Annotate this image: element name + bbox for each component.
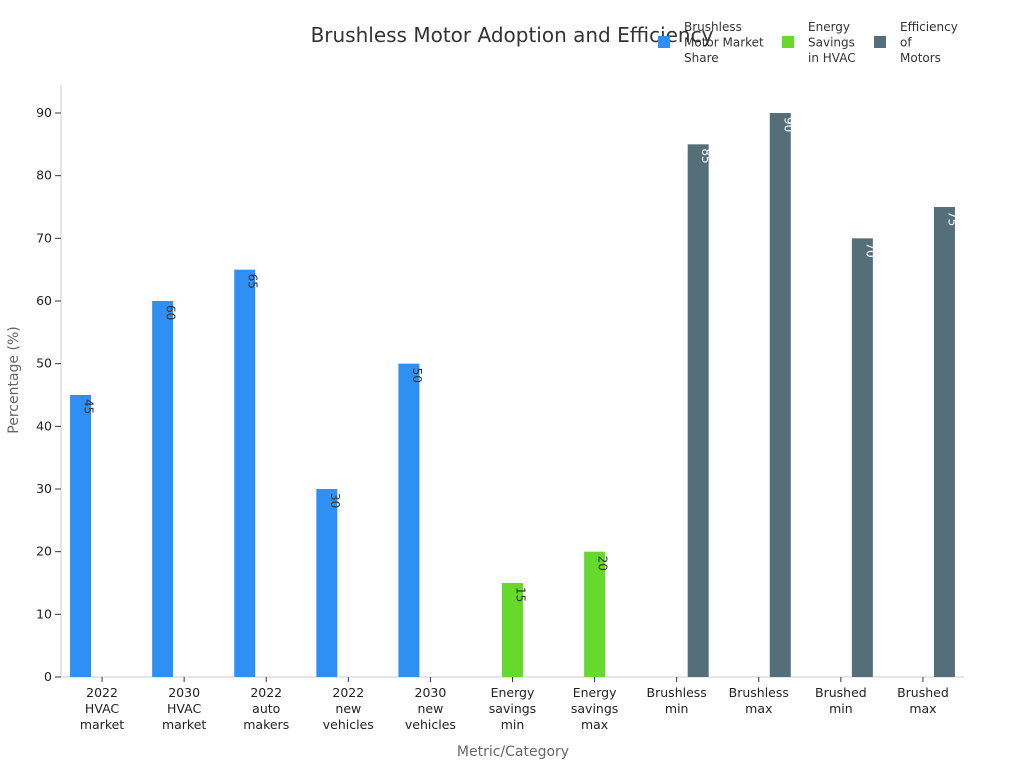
x-axis-label: Metric/Category [457,744,569,760]
y-tick-label: 50 [36,356,52,371]
legend-label: Brushless Motor Market Share [684,20,764,65]
bar-value-label: 70 [863,242,877,257]
bar [502,583,523,677]
x-tick-label: 2022 HVAC market [80,685,124,732]
bar [152,301,174,677]
x-tick-label: Brushed min [815,685,867,716]
x-tick-label: Energy savings min [489,685,536,732]
bar [316,489,338,677]
y-tick-label: 30 [36,481,52,496]
bar-value-label: 20 [596,556,610,571]
x-tick-label: 2022 new vehicles [323,685,374,732]
y-tick-label: 60 [36,293,52,308]
ticks: 0 10 20 30 40 50 60 70 80 90 2022 HVAC market 2030 HVA… [36,105,949,732]
x-tick-label: 2030 HVAC market [162,685,206,732]
x-tick-label: 2022 auto makers [243,685,289,732]
bar [70,395,92,677]
y-tick-label: 70 [36,230,52,245]
y-tick-label: 80 [36,168,52,183]
y-tick-label: 90 [36,105,52,120]
y-tick-label: 0 [44,669,52,684]
bar [933,207,955,677]
y-tick-label: 20 [36,544,52,559]
bar-value-label: 50 [410,368,424,383]
bar-value-label: 30 [328,493,342,508]
y-tick-label: 10 [36,606,52,621]
legend-swatch [874,36,886,48]
bar [687,144,709,678]
x-tick-label: 2030 new vehicles [405,685,456,732]
bar-value-label: 45 [82,399,96,414]
legend-item[interactable]: Brushless Motor Market Share [658,20,764,65]
y-axis-label: Percentage (%) [6,326,22,433]
x-tick-label: Brushed max [897,685,949,716]
bar-value-label: 85 [699,148,713,163]
legend-label: Efficiency of Motors [900,20,958,65]
legend-swatch [658,36,670,48]
legend[interactable]: Brushless Motor Market Share Energy Savings i… [658,20,958,65]
bar-value-label: 65 [246,274,260,289]
x-tick-label: Brushless max [729,685,789,716]
y-tick-label: 40 [36,418,52,433]
legend-item[interactable]: Efficiency of Motors [874,20,958,65]
legend-item[interactable]: Energy Savings in HVAC [782,20,856,65]
chart-title: Brushless Motor Adoption and Efficiency [311,23,714,47]
bar [851,238,873,678]
x-tick-label: Energy savings max [571,685,618,732]
bar-value-label: 15 [514,587,528,602]
data-labels: 45 60 65 30 50 15 20 85 90 70 75 [82,117,960,602]
legend-swatch [782,36,794,48]
bar [769,113,791,677]
bar-value-label: 90 [781,117,795,132]
bar-value-label: 75 [945,211,959,226]
x-tick-label: Brushless min [647,685,707,716]
bars [70,113,955,678]
legend-label: Energy Savings in HVAC [808,20,856,65]
bar-value-label: 60 [164,305,178,320]
bar [584,551,606,677]
bar [234,269,256,677]
bar [398,363,420,677]
